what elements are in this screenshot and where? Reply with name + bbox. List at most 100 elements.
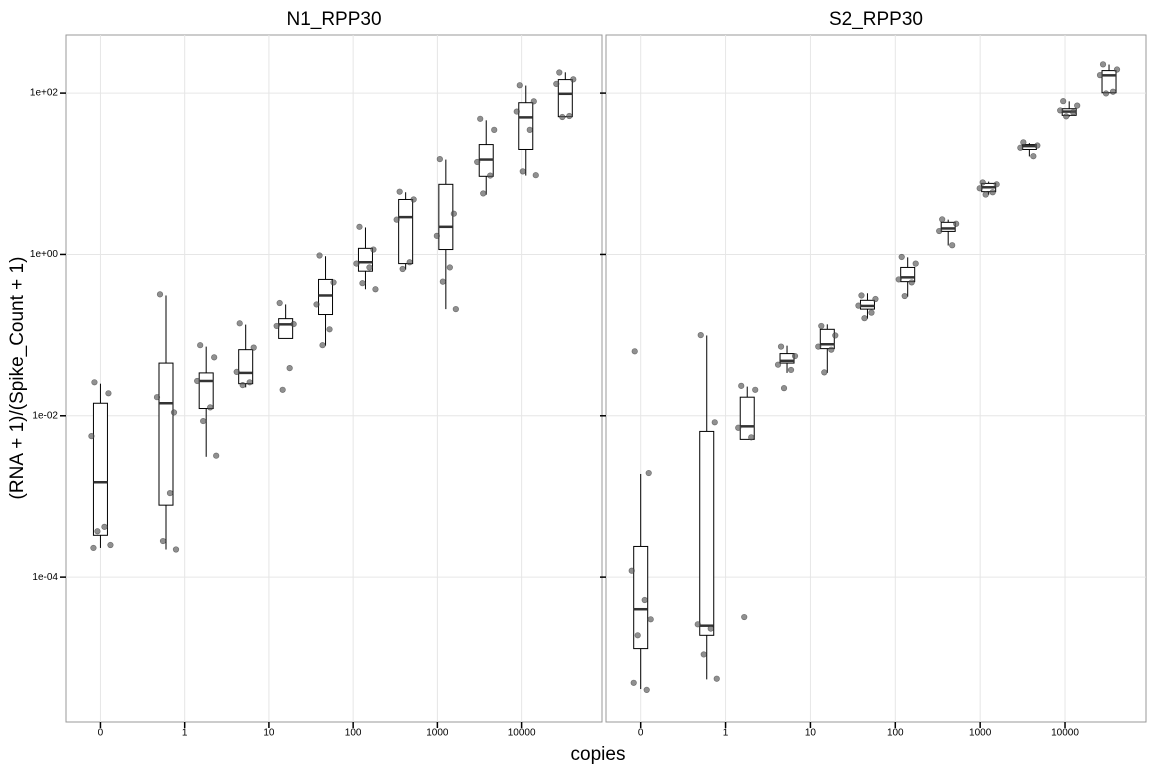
data-point <box>436 155 443 163</box>
data-point <box>286 364 293 372</box>
data-point <box>694 621 701 628</box>
data-point <box>513 108 520 115</box>
data-point <box>697 332 704 339</box>
data-point <box>559 113 566 121</box>
data-point <box>526 126 533 133</box>
data-point <box>366 264 373 271</box>
y-tick-label: 1e+02 <box>30 88 59 99</box>
data-point <box>239 382 246 389</box>
data-point <box>895 276 902 283</box>
panel-title: N1_RPP30 <box>286 9 381 30</box>
data-point <box>777 343 785 350</box>
data-point <box>1060 98 1067 105</box>
data-point <box>634 632 641 639</box>
data-point <box>450 210 457 217</box>
data-point <box>197 342 204 349</box>
data-point <box>319 342 326 349</box>
x-tick-label: 0 <box>98 728 104 739</box>
box <box>819 328 835 350</box>
data-point <box>236 320 243 327</box>
data-point <box>711 419 718 426</box>
data-point <box>330 279 337 286</box>
data-point <box>1070 109 1077 116</box>
data-point <box>1074 102 1081 109</box>
data-point <box>912 260 919 267</box>
data-point <box>107 541 114 549</box>
data-point <box>818 322 825 330</box>
data-point <box>1099 61 1107 68</box>
data-point <box>630 679 637 686</box>
data-point <box>556 69 563 76</box>
x-tick-label: 10 <box>805 728 817 739</box>
data-point <box>953 220 960 227</box>
data-point <box>396 188 403 195</box>
data-point <box>166 490 174 497</box>
data-point <box>553 80 560 88</box>
data-point <box>326 326 333 333</box>
data-point <box>480 190 487 197</box>
data-point <box>828 346 835 353</box>
data-point <box>170 409 178 416</box>
data-point <box>780 385 788 392</box>
data-point <box>246 379 253 386</box>
data-point <box>1113 66 1121 73</box>
box <box>158 362 174 506</box>
data-point <box>815 343 822 350</box>
box <box>398 198 414 265</box>
y-tick-label: 1e-02 <box>32 410 58 421</box>
data-point <box>949 242 956 249</box>
x-tick-label: 10000 <box>508 728 536 739</box>
data-point <box>774 361 782 368</box>
data-point <box>1017 144 1024 151</box>
data-point <box>707 625 714 632</box>
data-point <box>90 544 97 552</box>
y-axis-label: (RNA + 1)/(Spike_Count + 1) <box>7 257 28 500</box>
data-point <box>752 386 759 393</box>
data-point <box>989 189 996 196</box>
data-point <box>399 265 406 273</box>
data-point <box>1102 90 1110 97</box>
box <box>238 349 254 385</box>
data-point <box>1096 72 1104 79</box>
data-point <box>194 377 201 385</box>
data-point <box>433 232 440 239</box>
data-point <box>156 291 164 298</box>
data-point <box>446 264 453 271</box>
data-point <box>211 354 218 361</box>
data-point <box>359 280 366 287</box>
data-point <box>570 76 577 83</box>
data-point <box>372 286 379 293</box>
data-point <box>530 98 537 105</box>
panel <box>65 34 603 723</box>
data-point <box>213 452 220 459</box>
data-point <box>631 348 638 355</box>
data-point <box>250 344 257 351</box>
box <box>278 318 294 339</box>
box <box>318 278 334 316</box>
x-tick-label: 1 <box>723 728 729 739</box>
data-point <box>700 651 707 658</box>
box <box>940 221 956 232</box>
panel-title: S2_RPP30 <box>829 9 923 30</box>
data-point <box>516 82 523 89</box>
data-point <box>519 168 526 175</box>
data-point <box>645 469 652 477</box>
data-point <box>88 432 95 440</box>
data-point <box>477 115 484 122</box>
data-point <box>393 216 400 223</box>
data-point <box>101 523 108 530</box>
data-point <box>976 185 983 192</box>
data-point <box>735 424 742 431</box>
data-point <box>370 246 377 253</box>
x-tick-label: 10000 <box>1051 728 1079 739</box>
data-point <box>982 191 989 198</box>
data-point <box>993 181 1000 188</box>
data-point <box>713 675 720 682</box>
data-point <box>105 390 112 397</box>
data-point <box>832 332 839 339</box>
data-point <box>273 322 280 330</box>
data-point <box>279 386 286 393</box>
x-tick-label: 0 <box>638 728 644 739</box>
data-point <box>566 112 573 120</box>
